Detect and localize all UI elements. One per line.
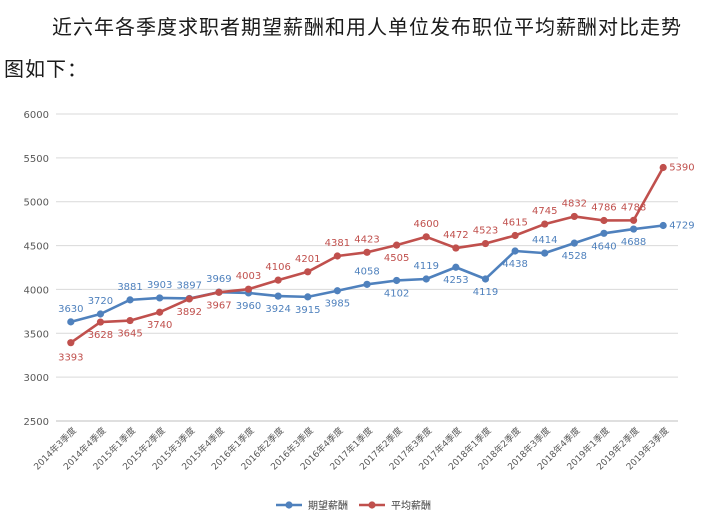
- data-label: 4528: [562, 251, 587, 262]
- data-point: [422, 275, 430, 283]
- data-label: 4119: [473, 287, 498, 298]
- y-tick-label: 4000: [24, 285, 49, 296]
- legend-label: 平均薪酬: [391, 500, 431, 512]
- data-label: 4640: [591, 241, 616, 252]
- data-label: 3892: [177, 307, 202, 318]
- data-label: 3967: [206, 300, 231, 311]
- data-label: 4688: [621, 237, 646, 248]
- data-label: 3903: [147, 280, 172, 291]
- data-point: [541, 249, 549, 257]
- data-label: 4381: [325, 238, 350, 249]
- data-point: [244, 285, 253, 293]
- data-label: 4201: [295, 254, 320, 265]
- data-label: 3897: [177, 280, 202, 291]
- data-label: 3881: [117, 282, 142, 293]
- data-label: 3915: [295, 305, 320, 316]
- data-label: 3740: [147, 320, 172, 331]
- legend-swatch-marker: [368, 501, 376, 509]
- data-point: [600, 229, 608, 237]
- data-point: [393, 276, 401, 285]
- data-label: 4786: [591, 202, 616, 213]
- y-tick-label: 4500: [24, 242, 49, 253]
- data-label: 4832: [562, 198, 587, 209]
- data-point: [511, 247, 519, 255]
- data-label: 4788: [621, 202, 646, 213]
- data-label: 4745: [532, 206, 557, 217]
- data-point: [67, 318, 75, 326]
- data-label: 4729: [669, 220, 694, 231]
- data-point: [541, 220, 549, 228]
- data-point: [393, 241, 401, 249]
- data-point: [96, 310, 105, 318]
- data-point: [96, 318, 105, 326]
- data-label: 4253: [443, 275, 468, 286]
- data-point: [363, 248, 371, 256]
- data-point: [659, 163, 667, 172]
- data-label: 4119: [414, 261, 439, 272]
- y-tick-label: 3000: [24, 373, 49, 384]
- data-label: 5390: [669, 163, 694, 174]
- data-label: 3645: [117, 329, 142, 340]
- data-point: [185, 295, 193, 303]
- data-point: [511, 231, 519, 240]
- data-point: [481, 239, 490, 248]
- data-point: [570, 212, 578, 221]
- data-point: [215, 288, 223, 296]
- data-point: [333, 252, 341, 260]
- data-label: 4472: [443, 230, 468, 241]
- data-point: [67, 339, 75, 347]
- data-point: [304, 293, 312, 301]
- data-label: 4615: [502, 217, 527, 228]
- legend-label: 期望薪酬: [308, 499, 348, 512]
- data-point: [156, 294, 164, 302]
- data-label: 3628: [88, 330, 113, 341]
- data-label: 4414: [532, 235, 557, 246]
- data-point: [274, 292, 282, 300]
- data-label: 3969: [206, 274, 231, 285]
- data-point: [659, 221, 667, 230]
- data-point: [333, 287, 341, 295]
- y-tick-label: 5500: [24, 154, 49, 165]
- data-label: 3960: [236, 301, 261, 312]
- data-label: 4106: [265, 262, 290, 273]
- y-tick-label: 5000: [24, 198, 49, 209]
- data-point: [570, 239, 578, 247]
- data-point: [600, 216, 608, 225]
- data-point: [422, 233, 430, 241]
- data-label: 4505: [384, 253, 409, 264]
- data-point: [481, 275, 490, 283]
- data-label: 4438: [502, 259, 527, 270]
- data-point: [629, 225, 638, 233]
- data-point: [629, 216, 638, 224]
- data-point: [126, 296, 134, 304]
- data-label: 4423: [354, 234, 379, 245]
- y-tick-label: 2500: [24, 417, 49, 428]
- data-label: 4600: [414, 219, 439, 230]
- data-label: 4102: [384, 288, 409, 299]
- y-tick-label: 6000: [24, 110, 49, 121]
- data-point: [126, 316, 134, 325]
- data-label: 4003: [236, 271, 261, 282]
- data-point: [304, 268, 312, 276]
- data-point: [452, 263, 460, 271]
- legend-swatch-marker: [285, 501, 293, 509]
- data-label: 3630: [58, 304, 83, 315]
- data-label: 4058: [354, 266, 379, 277]
- intro-paragraph: 近六年各季度求职者期望薪酬和用人单位发布职位平均薪酬对比走势图如下：: [4, 15, 682, 81]
- data-point: [156, 308, 164, 316]
- data-label: 4523: [473, 226, 498, 237]
- y-tick-label: 3500: [24, 329, 49, 340]
- data-label: 3720: [88, 296, 113, 307]
- data-point: [274, 276, 282, 284]
- data-point: [452, 244, 460, 252]
- data-point: [363, 280, 371, 288]
- data-label: 3393: [58, 353, 83, 364]
- data-label: 3924: [265, 304, 290, 315]
- data-label: 3985: [325, 299, 350, 310]
